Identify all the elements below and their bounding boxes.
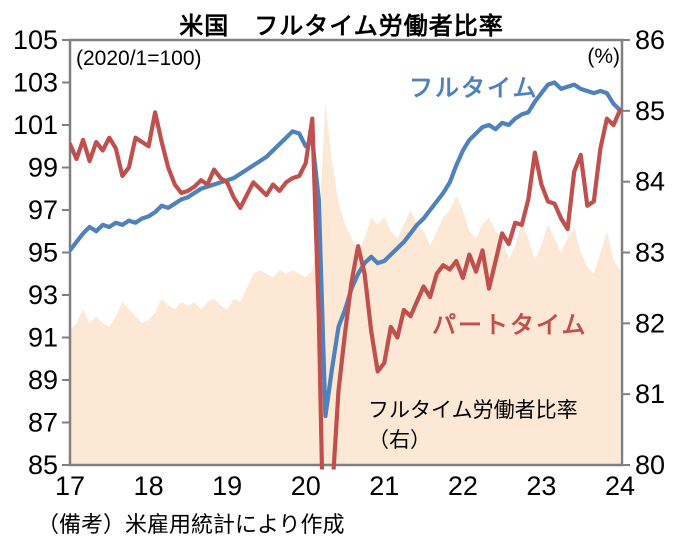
right-axis-tick-label: 81 bbox=[635, 379, 665, 409]
chart-title: 米国 フルタイム労働者比率 bbox=[179, 13, 504, 40]
parttime-series-label: パートタイム bbox=[432, 312, 588, 339]
left-axis-tick-label: 89 bbox=[28, 365, 58, 395]
parttime-line-series bbox=[70, 107, 622, 470]
left-axis-tick-label: 87 bbox=[28, 408, 58, 438]
left-axis-tick-label: 91 bbox=[28, 323, 58, 353]
right-axis-tick-label: 84 bbox=[635, 167, 665, 197]
x-axis-tick-label: 17 bbox=[55, 471, 85, 501]
right-axis-tick-label: 83 bbox=[635, 238, 665, 268]
x-axis-tick-label: 23 bbox=[526, 471, 556, 501]
right-axis-tick-label: 80 bbox=[635, 450, 665, 480]
left-axis-tick-label: 97 bbox=[28, 195, 58, 225]
ratio-area-series bbox=[70, 103, 620, 465]
ratio-series-label-line2: （右） bbox=[368, 429, 431, 453]
x-axis-tick-label: 21 bbox=[369, 471, 399, 501]
left-axis-tick-label: 85 bbox=[28, 450, 58, 480]
fulltime-line-series bbox=[70, 80, 622, 419]
ratio-series-label: フルタイム労働者比率 （右） bbox=[368, 396, 578, 457]
right-axis-tick-label: 82 bbox=[635, 308, 665, 338]
fulltime-series-label: フルタイム bbox=[409, 75, 539, 102]
left-axis-tick-label: 105 bbox=[13, 25, 58, 55]
source-note: （備考）米雇用統計により作成 bbox=[37, 512, 345, 537]
x-axis-tick-label: 20 bbox=[291, 471, 321, 501]
x-axis-tick-label: 19 bbox=[212, 471, 242, 501]
right-axis-tick-label: 86 bbox=[635, 25, 665, 55]
x-axis-tick-label: 22 bbox=[448, 471, 478, 501]
ratio-series-label-line1: フルタイム労働者比率 bbox=[368, 399, 578, 422]
x-axis-tick-label: 18 bbox=[134, 471, 164, 501]
right-axis-unit-label: (%) bbox=[587, 45, 620, 68]
left-axis-tick-label: 99 bbox=[28, 153, 58, 183]
left-axis-tick-label: 103 bbox=[13, 68, 58, 98]
index-base-note: (2020/1=100) bbox=[76, 47, 202, 70]
x-axis-tick-label: 24 bbox=[605, 471, 635, 501]
left-axis-tick-label: 101 bbox=[13, 110, 58, 140]
left-axis-tick-label: 95 bbox=[28, 238, 58, 268]
right-axis-tick-label: 85 bbox=[635, 96, 665, 126]
left-axis-tick-label: 93 bbox=[28, 280, 58, 310]
